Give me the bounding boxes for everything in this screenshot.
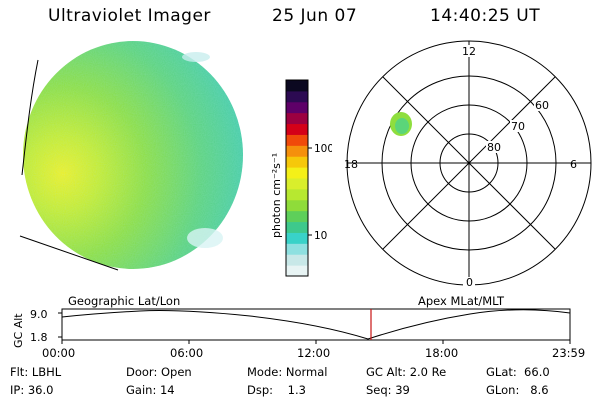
- colorbar-swatch: [286, 265, 308, 277]
- timeline-left-label: Geographic Lat/Lon: [68, 294, 181, 308]
- auroral-spot-core: [395, 118, 409, 134]
- colorbar-swatch: [286, 254, 308, 266]
- earth-disk-image: [19, 41, 243, 271]
- altitude-timeline: GC Alt 9.0 1.8: [12, 308, 571, 348]
- colorbar-frame: [285, 79, 309, 277]
- coast-line-bottom: [19, 235, 119, 271]
- status-filter: Flt: LBHL: [10, 365, 62, 379]
- lat-label-70: 70: [511, 120, 525, 133]
- colorbar-swatch: [286, 123, 308, 135]
- polar-plot: 12 0 18 6 60 70 80: [344, 40, 592, 289]
- timeline-xlabel-2: 12:00: [297, 346, 331, 360]
- timeline-frame: [61, 308, 571, 341]
- mlt-label-12: 12: [462, 45, 476, 58]
- colorbar-unit-label: photon cm⁻²s⁻¹: [270, 153, 283, 238]
- colorbar-swatch: [286, 134, 308, 146]
- colorbar-swatch: [286, 90, 308, 103]
- status-seq: Seq: 39: [366, 383, 410, 397]
- colorbar-tick-label-100: 100: [314, 143, 332, 155]
- colorbar-swatch: [286, 178, 308, 190]
- colorbar-swatch: [286, 188, 308, 201]
- disk-top-edge: [182, 52, 210, 62]
- lat-label-80: 80: [487, 141, 501, 154]
- mlt-label-0: 0: [466, 276, 473, 289]
- colorbar-swatch: [286, 101, 308, 114]
- time-label: 14:40:25 UT: [430, 6, 541, 26]
- altitude-curve: [61, 309, 571, 340]
- mlt-label-6: 6: [570, 158, 577, 171]
- status-mode: Mode: Normal: [247, 365, 328, 379]
- polar-diagonal-2: [382, 76, 556, 250]
- timeline-ytick-low: 1.8: [30, 331, 48, 344]
- timeline-xlabel-3: 18:00: [425, 346, 459, 360]
- status-dsp: Dsp: 1.3: [247, 383, 306, 397]
- colorbar-swatch: [286, 80, 308, 92]
- colorbar-swatch: [286, 145, 308, 157]
- instrument-title: Ultraviolet Imager: [48, 6, 211, 26]
- colorbar-swatch: [286, 112, 308, 125]
- status-gc-alt: GC Alt: 2.0 Re: [366, 365, 447, 379]
- mlt-label-18: 18: [344, 158, 358, 171]
- status-door: Door: Open: [126, 365, 192, 379]
- timeline-xlabel-0: 00:00: [42, 346, 76, 360]
- colorbar-swatch: [286, 243, 308, 255]
- lat-label-bg-70: [510, 120, 530, 132]
- status-glat: GLat: 66.0: [486, 365, 550, 379]
- colorbar-swatch: [286, 156, 308, 168]
- status-gain: Gain: 14: [126, 383, 175, 397]
- timeline-ytick-high: 9.0: [30, 308, 48, 321]
- disk-speckle: [23, 41, 243, 269]
- colorbar-swatch: [286, 210, 308, 223]
- coast-line-left: [21, 59, 39, 176]
- colorbar-tick-label-10: 10: [314, 230, 327, 242]
- status-ip: IP: 36.0: [10, 383, 54, 397]
- timeline-xlabel-4: 23:59: [552, 346, 586, 360]
- lat-label-60: 60: [535, 99, 549, 112]
- lat-label-bg-80: [486, 141, 506, 153]
- timeline-axis-label: GC Alt: [12, 313, 25, 348]
- colorbar-swatch: [286, 167, 308, 179]
- colorbar-swatch: [286, 199, 308, 212]
- date-label: 25 Jun 07: [272, 6, 358, 26]
- status-glon: GLon: 8.6: [486, 383, 549, 397]
- polar-label-bg-top: [460, 45, 478, 57]
- colorbar-swatch: [286, 221, 308, 233]
- colorbar-swatches: [286, 80, 308, 277]
- timeline-xlabel-1: 06:00: [170, 346, 204, 360]
- polar-label-bg-bottom: [463, 277, 475, 289]
- disk-bright-patch: [187, 228, 223, 248]
- colorbar: 100 10 photon cm⁻²s⁻¹: [270, 79, 332, 277]
- colorbar-swatch: [286, 232, 308, 244]
- lat-label-bg-60: [534, 99, 554, 111]
- timeline-right-label: Apex MLat/MLT: [418, 294, 505, 308]
